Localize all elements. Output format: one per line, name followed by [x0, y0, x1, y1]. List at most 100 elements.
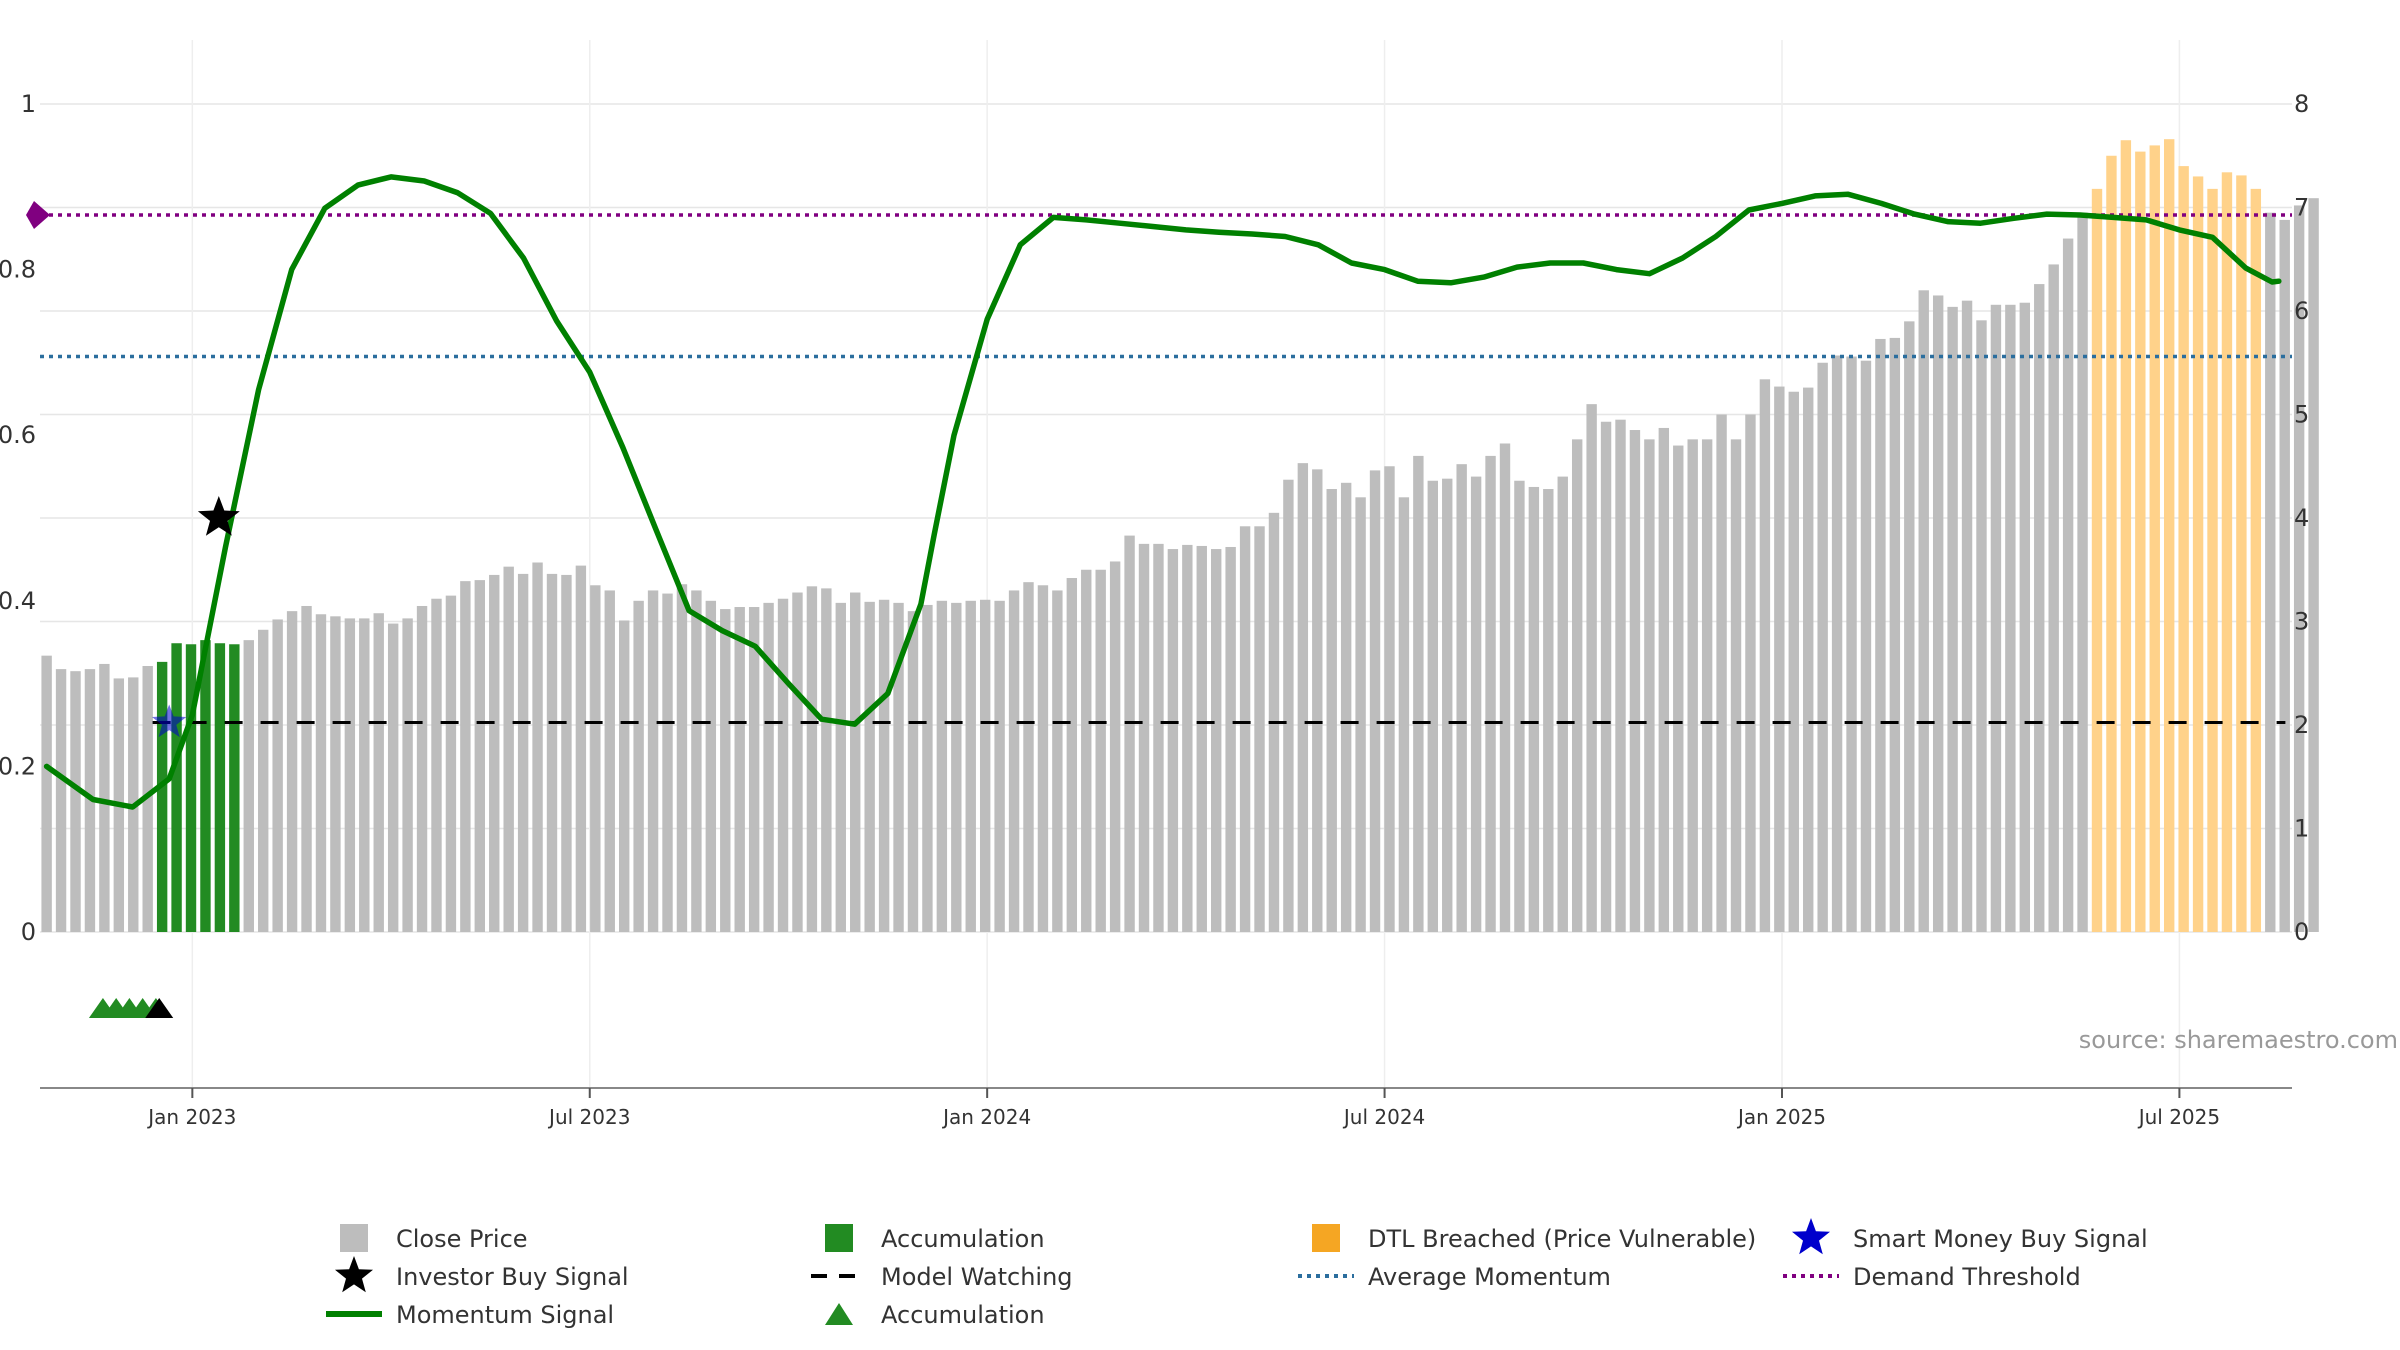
close-price-bar — [748, 607, 760, 932]
x-axis-tick-label: Jan 2025 — [1736, 1105, 1826, 1129]
close-price-bar — [1831, 355, 1843, 932]
close-price-bar — [1182, 544, 1193, 932]
close-price-bar — [1326, 489, 1337, 932]
close-price-bar — [1976, 320, 1987, 932]
close-price-bar — [2135, 151, 2146, 933]
close-price-bar — [1687, 439, 1698, 932]
source-credit: source: sharemaestro.com — [2079, 1026, 2398, 1054]
close-price-bar — [1470, 476, 1482, 932]
close-price-bar — [1283, 479, 1294, 932]
close-price-bar — [1889, 337, 1901, 932]
close-price-bar — [1312, 469, 1323, 932]
close-price-bar — [445, 595, 457, 932]
close-price-bar — [330, 616, 341, 932]
close-price-bar — [590, 585, 601, 932]
close-price-bar — [2120, 140, 2132, 933]
legend-label: DTL Breached (Price Vulnerable) — [1368, 1225, 1756, 1253]
close-price-bar — [200, 640, 211, 932]
close-price-bar — [1990, 304, 2002, 932]
close-price-bar — [2250, 188, 2262, 932]
x-axis-tick-label: Jan 2024 — [941, 1105, 1031, 1129]
close-price-bar — [503, 566, 514, 932]
close-price-bar — [1052, 590, 1063, 932]
close-price-bar — [171, 643, 182, 932]
close-price-bar — [1196, 545, 1207, 932]
legend-label: Demand Threshold — [1853, 1263, 2081, 1291]
close-price-bar — [2178, 166, 2189, 933]
close-price-bar — [2034, 284, 2045, 933]
close-price-bar — [1528, 486, 1540, 932]
close-price-bar — [546, 573, 558, 932]
close-price-bar — [2005, 304, 2016, 932]
close-price-bar — [2077, 212, 2088, 933]
close-price-bar — [185, 644, 197, 932]
legend-label: Smart Money Buy Signal — [1853, 1225, 2148, 1253]
close-price-bar — [792, 592, 803, 932]
close-price-bar — [734, 607, 745, 932]
close-price-bar — [2207, 188, 2218, 932]
close-price-bar — [1918, 290, 1929, 932]
close-price-bar — [633, 600, 644, 932]
close-price-bar — [1297, 463, 1309, 932]
investor-buy-signal-marker — [197, 496, 240, 536]
left-axis-tick: 0.8 — [0, 256, 36, 284]
close-price-bar — [1485, 455, 1496, 932]
legend-label: Close Price — [396, 1225, 528, 1253]
close-price-bar — [1225, 546, 1236, 932]
close-price-bar — [402, 618, 413, 932]
close-price-bar — [1716, 414, 1727, 932]
close-price-bar — [1701, 439, 1713, 932]
close-price-bar — [1817, 362, 1828, 932]
momentum-signal-line — [43, 174, 2282, 810]
legend-label: Model Watching — [881, 1263, 1073, 1291]
legend-label: Average Momentum — [1368, 1263, 1611, 1291]
close-price-bar — [2279, 219, 2290, 933]
signal-markers — [152, 496, 240, 738]
close-price-bar — [1124, 535, 1135, 932]
close-price-bar — [55, 669, 67, 932]
close-price-bar — [1109, 561, 1121, 932]
legend: Close Price Investor Buy Signal Momentum S… — [326, 1218, 2148, 1329]
close-price-bar — [1340, 482, 1352, 932]
close-price-bar — [951, 602, 962, 932]
close-price-bar — [864, 601, 875, 932]
close-price-bar — [1066, 578, 1078, 932]
close-price-bar — [214, 643, 226, 932]
close-price-bar — [2019, 302, 2031, 933]
left-axis-tick: 0.2 — [0, 752, 36, 780]
close-price-bar — [1774, 386, 1785, 932]
close-price-bar — [1644, 439, 1655, 932]
close-price-bar — [922, 604, 933, 932]
close-price-bar — [359, 618, 370, 932]
close-price-bar — [1788, 391, 1799, 933]
momentum-signal-series — [43, 174, 2282, 810]
x-axis-tick-label: Jul 2023 — [547, 1105, 630, 1129]
right-axis-tick: 2 — [2294, 711, 2309, 739]
close-price-bar — [691, 590, 702, 932]
close-price-bar — [662, 593, 673, 932]
close-price-bar — [2192, 176, 2204, 932]
right-axis-tick: 6 — [2294, 297, 2309, 325]
close-price-bar — [2236, 175, 2247, 933]
close-price-bar — [676, 584, 688, 932]
close-price-bar — [821, 588, 832, 932]
right-axis-tick: 1 — [2294, 815, 2309, 843]
close-price-bar — [1398, 497, 1410, 932]
close-price-bar — [1442, 478, 1453, 932]
close-price-bar — [1413, 455, 1424, 932]
close-price-bar — [474, 580, 486, 932]
close-price-bar — [1745, 414, 1756, 932]
close-price-bar — [156, 661, 168, 932]
threshold-lines — [26, 200, 2292, 725]
close-price-bar — [2062, 238, 2074, 933]
close-price-bar — [1730, 439, 1742, 932]
close-price-bar — [1673, 445, 1684, 932]
close-price-bar — [1658, 427, 1670, 932]
demand-threshold-marker — [26, 200, 50, 229]
close-price-bar — [1629, 430, 1641, 932]
close-price-bar — [720, 609, 731, 932]
close-price-bar — [1081, 569, 1092, 932]
right-axis-tick: 8 — [2294, 90, 2309, 118]
legend-swatch — [825, 1303, 853, 1325]
left-axis-tick: 0.6 — [0, 421, 36, 449]
